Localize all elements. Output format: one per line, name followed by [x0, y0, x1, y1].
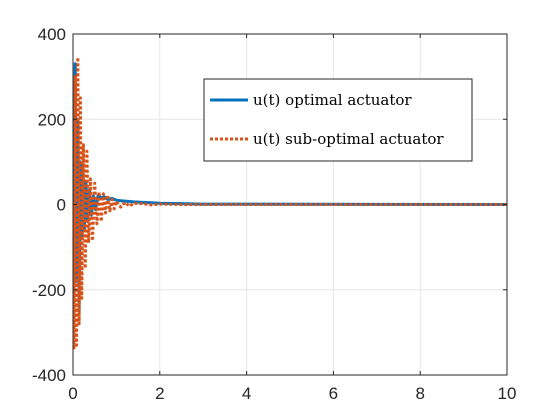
x-tick-label: 10 [498, 384, 517, 403]
legend: u(t) optimal actuator u(t) sub-optimal ac… [203, 78, 473, 162]
legend-box [203, 78, 473, 162]
y-tick-label: 0 [57, 196, 66, 215]
x-tick-label: 8 [415, 384, 424, 403]
series-line-sub-optimal [73, 55, 507, 351]
y-tick-label: 200 [38, 110, 66, 129]
y-tick-label: -200 [32, 281, 66, 300]
legend-label-optimal: u(t) optimal actuator [253, 91, 412, 109]
x-tick-label: 6 [329, 384, 338, 403]
x-tick-label: 4 [242, 384, 251, 403]
x-tick-label: 0 [68, 384, 77, 403]
y-tick-label: 400 [38, 25, 66, 44]
y-tick-label: -400 [32, 366, 66, 385]
x-tick-label: 2 [155, 384, 164, 403]
legend-label-sub-optimal: u(t) sub-optimal actuator [253, 130, 444, 148]
series-layer [73, 55, 507, 351]
axis-ticks: 0 2 4 6 8 10 -400 -200 0 200 400 [32, 25, 516, 403]
